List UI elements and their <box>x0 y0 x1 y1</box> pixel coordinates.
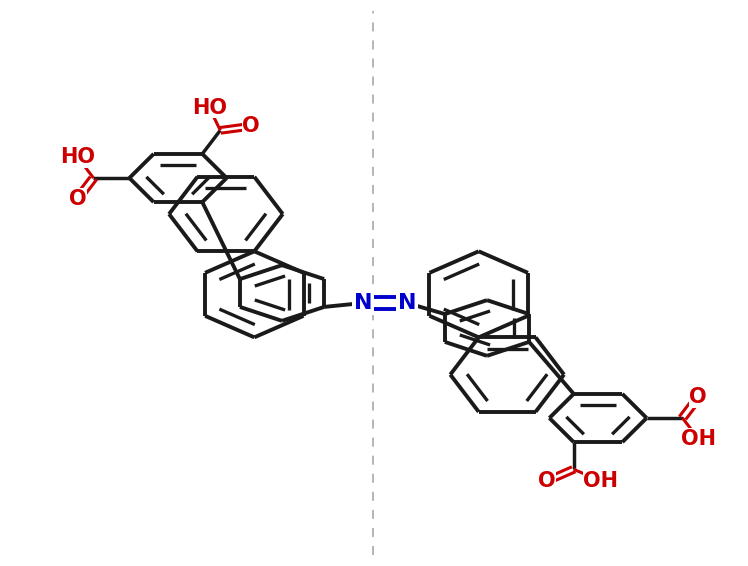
Text: O: O <box>690 387 707 408</box>
Text: O: O <box>242 116 260 136</box>
Text: HO: HO <box>192 98 227 118</box>
Text: O: O <box>538 471 555 491</box>
Text: HO: HO <box>61 147 95 168</box>
Text: N: N <box>398 293 416 313</box>
Text: O: O <box>69 188 87 209</box>
Text: OH: OH <box>583 471 619 491</box>
Text: OH: OH <box>681 428 716 449</box>
Text: N: N <box>354 293 373 313</box>
